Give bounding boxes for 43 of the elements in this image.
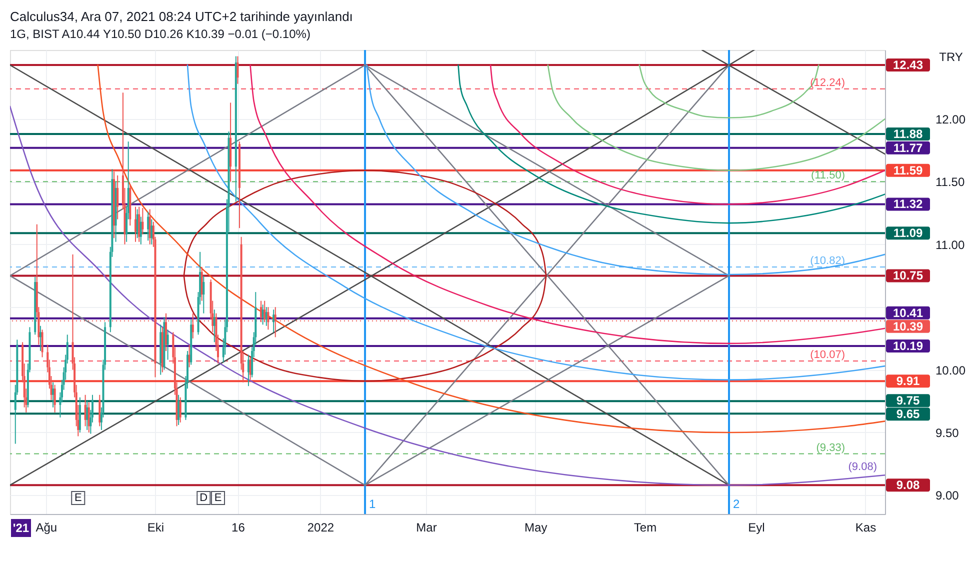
y-tick-label: 12.00 <box>936 112 966 126</box>
y-tick-label: 11.00 <box>936 238 965 252</box>
chart-subtitle: 1G, BIST A10.44 Y10.50 D10.26 K10.39 −0.01 (−0.10%) <box>10 27 310 41</box>
ref-line-label: 9.91 <box>896 374 920 388</box>
ref-line-label: (10.82) <box>810 254 845 267</box>
annotation: E <box>74 492 82 504</box>
y-tick-label: 9.50 <box>936 426 960 440</box>
x-tick-label: 2022 <box>307 520 334 534</box>
x-tick-label: 16 <box>232 520 246 534</box>
ref-line-label: 10.41 <box>892 306 924 320</box>
ref-line-label: 9.08 <box>896 478 920 492</box>
annotation: D <box>200 492 208 504</box>
ref-line-label: 9.65 <box>896 407 920 422</box>
ref-line-label: 11.32 <box>893 197 924 212</box>
ref-line-label: 10.19 <box>892 338 924 353</box>
ref-line-label: (9.33) <box>816 442 845 454</box>
ref-line-label: 10.75 <box>892 268 924 283</box>
x-tick-label: Mar <box>416 520 437 534</box>
series-label: (9.08) <box>848 461 877 474</box>
ref-line-label: 11.77 <box>893 140 924 155</box>
ref-line-label: (11.50) <box>810 170 845 182</box>
y-tick-label: 11.50 <box>936 175 965 190</box>
x-tick-label: Kas <box>855 520 876 534</box>
ref-line-label: 1 <box>369 497 376 511</box>
ref-line-label: 2 <box>733 497 740 511</box>
ref-line-label: (10.07) <box>810 349 845 362</box>
ref-line-label: 11.59 <box>893 163 924 178</box>
x-tick-label: May <box>524 520 548 534</box>
x-tick-label: Eki <box>147 520 164 534</box>
annotation: E <box>214 492 222 504</box>
chart-title: Calculus34, Ara 07, 2021 08:24 UTC+2 tarihinde yayınlandı <box>10 9 353 24</box>
x-tick-label: Tem <box>634 520 657 534</box>
ref-line-label: 11.09 <box>893 226 924 240</box>
y-tick-label: 9.00 <box>936 488 960 503</box>
x-tick-label: Eyl <box>748 520 765 534</box>
ref-line-label: 10.39 <box>892 319 924 334</box>
y-tick-label: 10.00 <box>936 363 966 378</box>
y-axis-title: TRY <box>939 50 963 64</box>
ref-line-label: 12.43 <box>892 58 924 72</box>
ref-line-label: 9.75 <box>896 394 920 408</box>
ref-line-label: 11.88 <box>893 127 924 142</box>
x-tick-label: Ağu <box>36 520 58 534</box>
text: '21 <box>12 521 30 535</box>
